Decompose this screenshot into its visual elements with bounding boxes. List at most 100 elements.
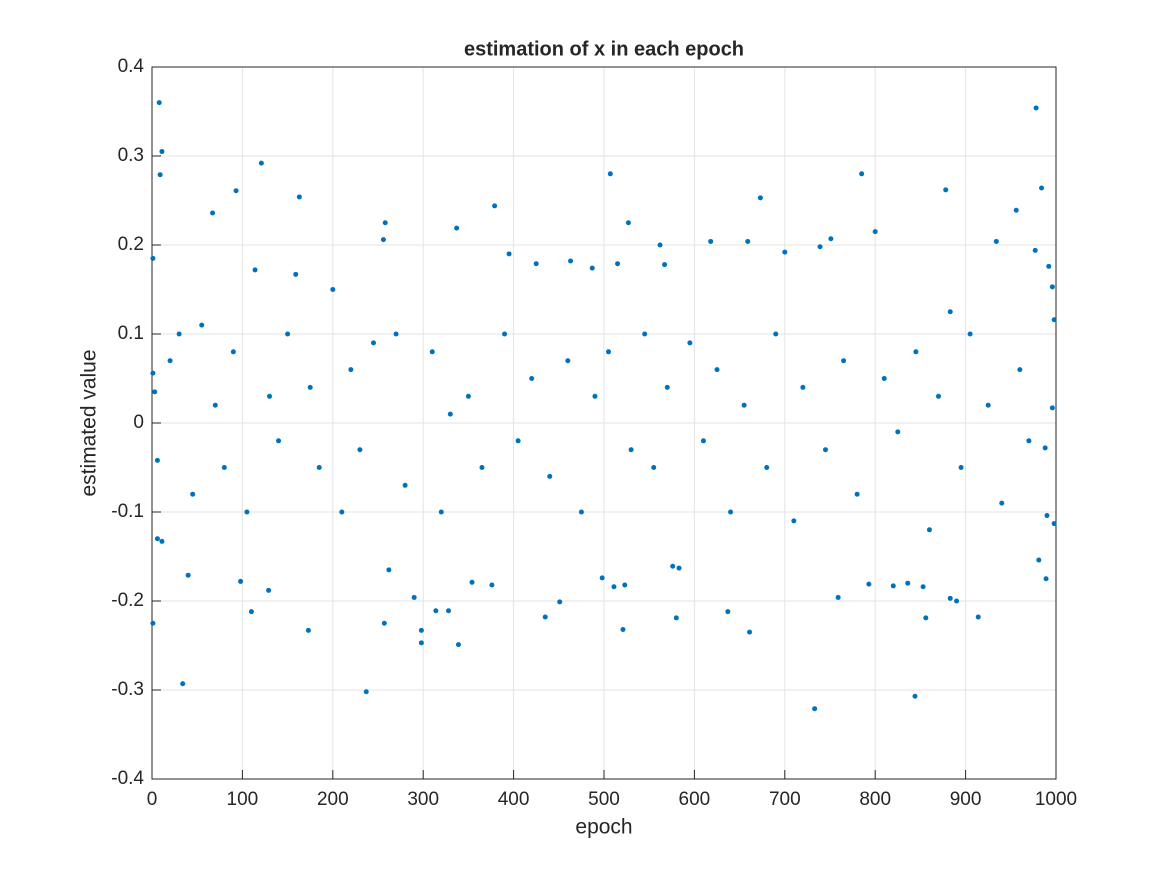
x-tick-label: 700 [769, 789, 801, 810]
data-point [920, 584, 926, 590]
data-point [958, 465, 964, 470]
data-point [1013, 207, 1019, 213]
data-point [429, 349, 435, 355]
data-point [606, 349, 612, 355]
data-point [714, 367, 720, 373]
y-tick-label: 0 [133, 412, 144, 433]
data-point [348, 367, 354, 373]
data-point [841, 358, 847, 364]
data-point [465, 393, 471, 399]
data-point [625, 220, 631, 226]
data-point [1049, 405, 1055, 411]
data-point [363, 689, 369, 695]
data-point [999, 500, 1005, 506]
x-tick-label: 1000 [1035, 789, 1077, 810]
data-point [167, 358, 173, 364]
data-point [1017, 367, 1023, 373]
x-tick-label: 0 [147, 789, 158, 810]
data-point [676, 565, 682, 571]
data-point [835, 594, 841, 600]
x-tick-label: 900 [950, 789, 982, 810]
data-point [455, 642, 461, 648]
data-point [872, 229, 878, 235]
data-point [307, 384, 313, 390]
data-point [305, 627, 311, 633]
data-point [150, 255, 156, 261]
data-point [1043, 576, 1049, 582]
data-point [221, 465, 227, 470]
data-point [381, 620, 387, 626]
data-point [622, 582, 628, 588]
data-point [542, 614, 548, 620]
data-point [529, 376, 535, 381]
y-axis-label: estimated value [78, 349, 101, 496]
data-point [156, 100, 162, 106]
data-point [357, 447, 363, 453]
data-point [258, 160, 264, 166]
data-point [446, 608, 452, 614]
data-point [212, 402, 218, 408]
data-point [905, 580, 911, 586]
data-point [233, 188, 239, 194]
data-point [578, 509, 584, 515]
data-point [615, 261, 621, 267]
x-tick-label: 200 [317, 789, 349, 810]
data-point [822, 447, 828, 453]
data-point [386, 567, 392, 573]
data-point [210, 210, 216, 216]
data-point [454, 225, 460, 231]
y-tick-label: 0.2 [118, 234, 144, 255]
data-point [800, 384, 806, 390]
data-point [651, 465, 657, 470]
data-point [1044, 513, 1050, 519]
data-point [747, 629, 753, 635]
data-point [881, 376, 887, 381]
data-point [330, 287, 336, 292]
data-point [791, 518, 797, 524]
data-point [725, 609, 731, 615]
y-tick-label: 0.3 [118, 145, 144, 166]
data-point [230, 349, 236, 355]
data-point [773, 331, 779, 337]
data-point [296, 194, 302, 200]
data-point [1046, 263, 1052, 269]
data-point [1051, 521, 1057, 527]
data-point [926, 527, 932, 533]
data-point [607, 171, 613, 177]
data-point [662, 262, 668, 268]
data-point [854, 491, 860, 497]
data-point [866, 581, 872, 587]
data-point [180, 681, 186, 687]
data-point [479, 465, 485, 470]
data-point [411, 594, 417, 600]
data-point [708, 238, 714, 244]
data-point [154, 536, 160, 542]
x-tick-label: 300 [407, 789, 439, 810]
data-point [642, 331, 648, 337]
data-point [418, 640, 424, 646]
data-point [433, 608, 439, 614]
data-point [276, 438, 282, 444]
data-point [150, 620, 156, 626]
data-point [935, 393, 941, 399]
x-axis-label: epoch [575, 816, 632, 839]
data-point [393, 331, 399, 337]
data-point [673, 615, 679, 621]
data-point [728, 509, 734, 515]
data-point [611, 584, 617, 590]
data-point [380, 237, 386, 243]
data-point [895, 429, 901, 435]
data-point [664, 384, 670, 390]
data-point [943, 187, 949, 193]
data-point [985, 402, 991, 408]
data-point [1051, 317, 1057, 323]
data-point [912, 693, 918, 699]
data-point [152, 389, 158, 395]
data-point [252, 267, 258, 273]
data-point [1033, 105, 1039, 111]
data-point [515, 438, 521, 444]
data-point [657, 242, 663, 248]
y-tick-label: -0.2 [111, 590, 144, 611]
data-point [947, 595, 953, 601]
data-point [438, 509, 444, 515]
